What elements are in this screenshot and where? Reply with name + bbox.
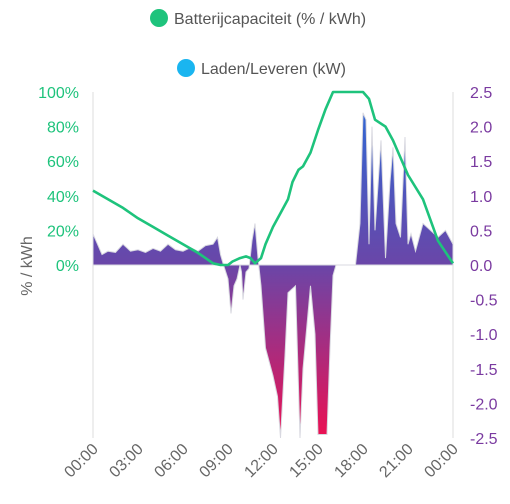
- legend-label-battery[interactable]: Batterijcapaciteit (% / kWh): [174, 11, 366, 28]
- y-left-tick-label: 100%: [38, 85, 79, 102]
- y-right-tick-label: 1.0: [470, 189, 492, 206]
- y-left-tick-label: 80%: [47, 120, 79, 137]
- series-battery-line[interactable]: [92, 90, 455, 267]
- y-axis-right: 2.5 2.0 1.5 1.0 0.5 0.0 -0.5 -1.0 -1.5 -2.0 -2.5: [452, 85, 498, 448]
- y-right-tick-label: -1.5: [470, 362, 498, 379]
- x-tick-label: 21:00: [376, 441, 416, 481]
- y-right-tick-label: 0.0: [470, 258, 492, 275]
- y-left-tick-label: 40%: [47, 189, 79, 206]
- x-tick-label: 00:00: [61, 441, 101, 481]
- plot-area: [92, 90, 455, 439]
- y-left-tick-label: 60%: [47, 154, 79, 171]
- x-tick-label: 03:00: [106, 441, 146, 481]
- y-right-tick-label: -0.5: [470, 293, 498, 310]
- y-right-tick-label: 1.5: [470, 154, 492, 171]
- x-tick-label: 06:00: [151, 441, 191, 481]
- x-tick-label: 12:00: [241, 441, 281, 481]
- legend-label-power[interactable]: Laden/Leveren (kW): [201, 61, 346, 78]
- y-right-tick-label: -2.5: [470, 431, 498, 448]
- series-power-area[interactable]: [92, 112, 454, 439]
- y-right-tick-label: 0.5: [470, 223, 492, 240]
- x-tick-label: 15:00: [286, 441, 326, 481]
- y-axis-left: 100% 80% 60% 40% 20% 0%: [38, 85, 94, 438]
- y-right-tick-label: 2.0: [470, 120, 492, 137]
- legend-marker-battery[interactable]: [150, 9, 168, 27]
- y-right-tick-label: -1.0: [470, 327, 498, 344]
- y-right-tick-label: 2.5: [470, 85, 492, 102]
- y-left-tick-label: 0%: [56, 258, 79, 275]
- x-tick-label: 09:00: [196, 441, 236, 481]
- y-axis-left-title: % / kWh: [19, 236, 36, 296]
- legend: Batterijcapaciteit (% / kWh) Laden/Lever…: [150, 9, 366, 78]
- x-axis: 00:00 03:00 06:00 09:00 12:00 15:00 18:00 21:00…: [61, 441, 461, 481]
- y-right-tick-label: -2.0: [470, 396, 498, 413]
- y-left-tick-label: 20%: [47, 223, 79, 240]
- x-tick-label: 00:00: [421, 441, 461, 481]
- x-tick-label: 18:00: [331, 441, 371, 481]
- legend-marker-power[interactable]: [177, 59, 195, 77]
